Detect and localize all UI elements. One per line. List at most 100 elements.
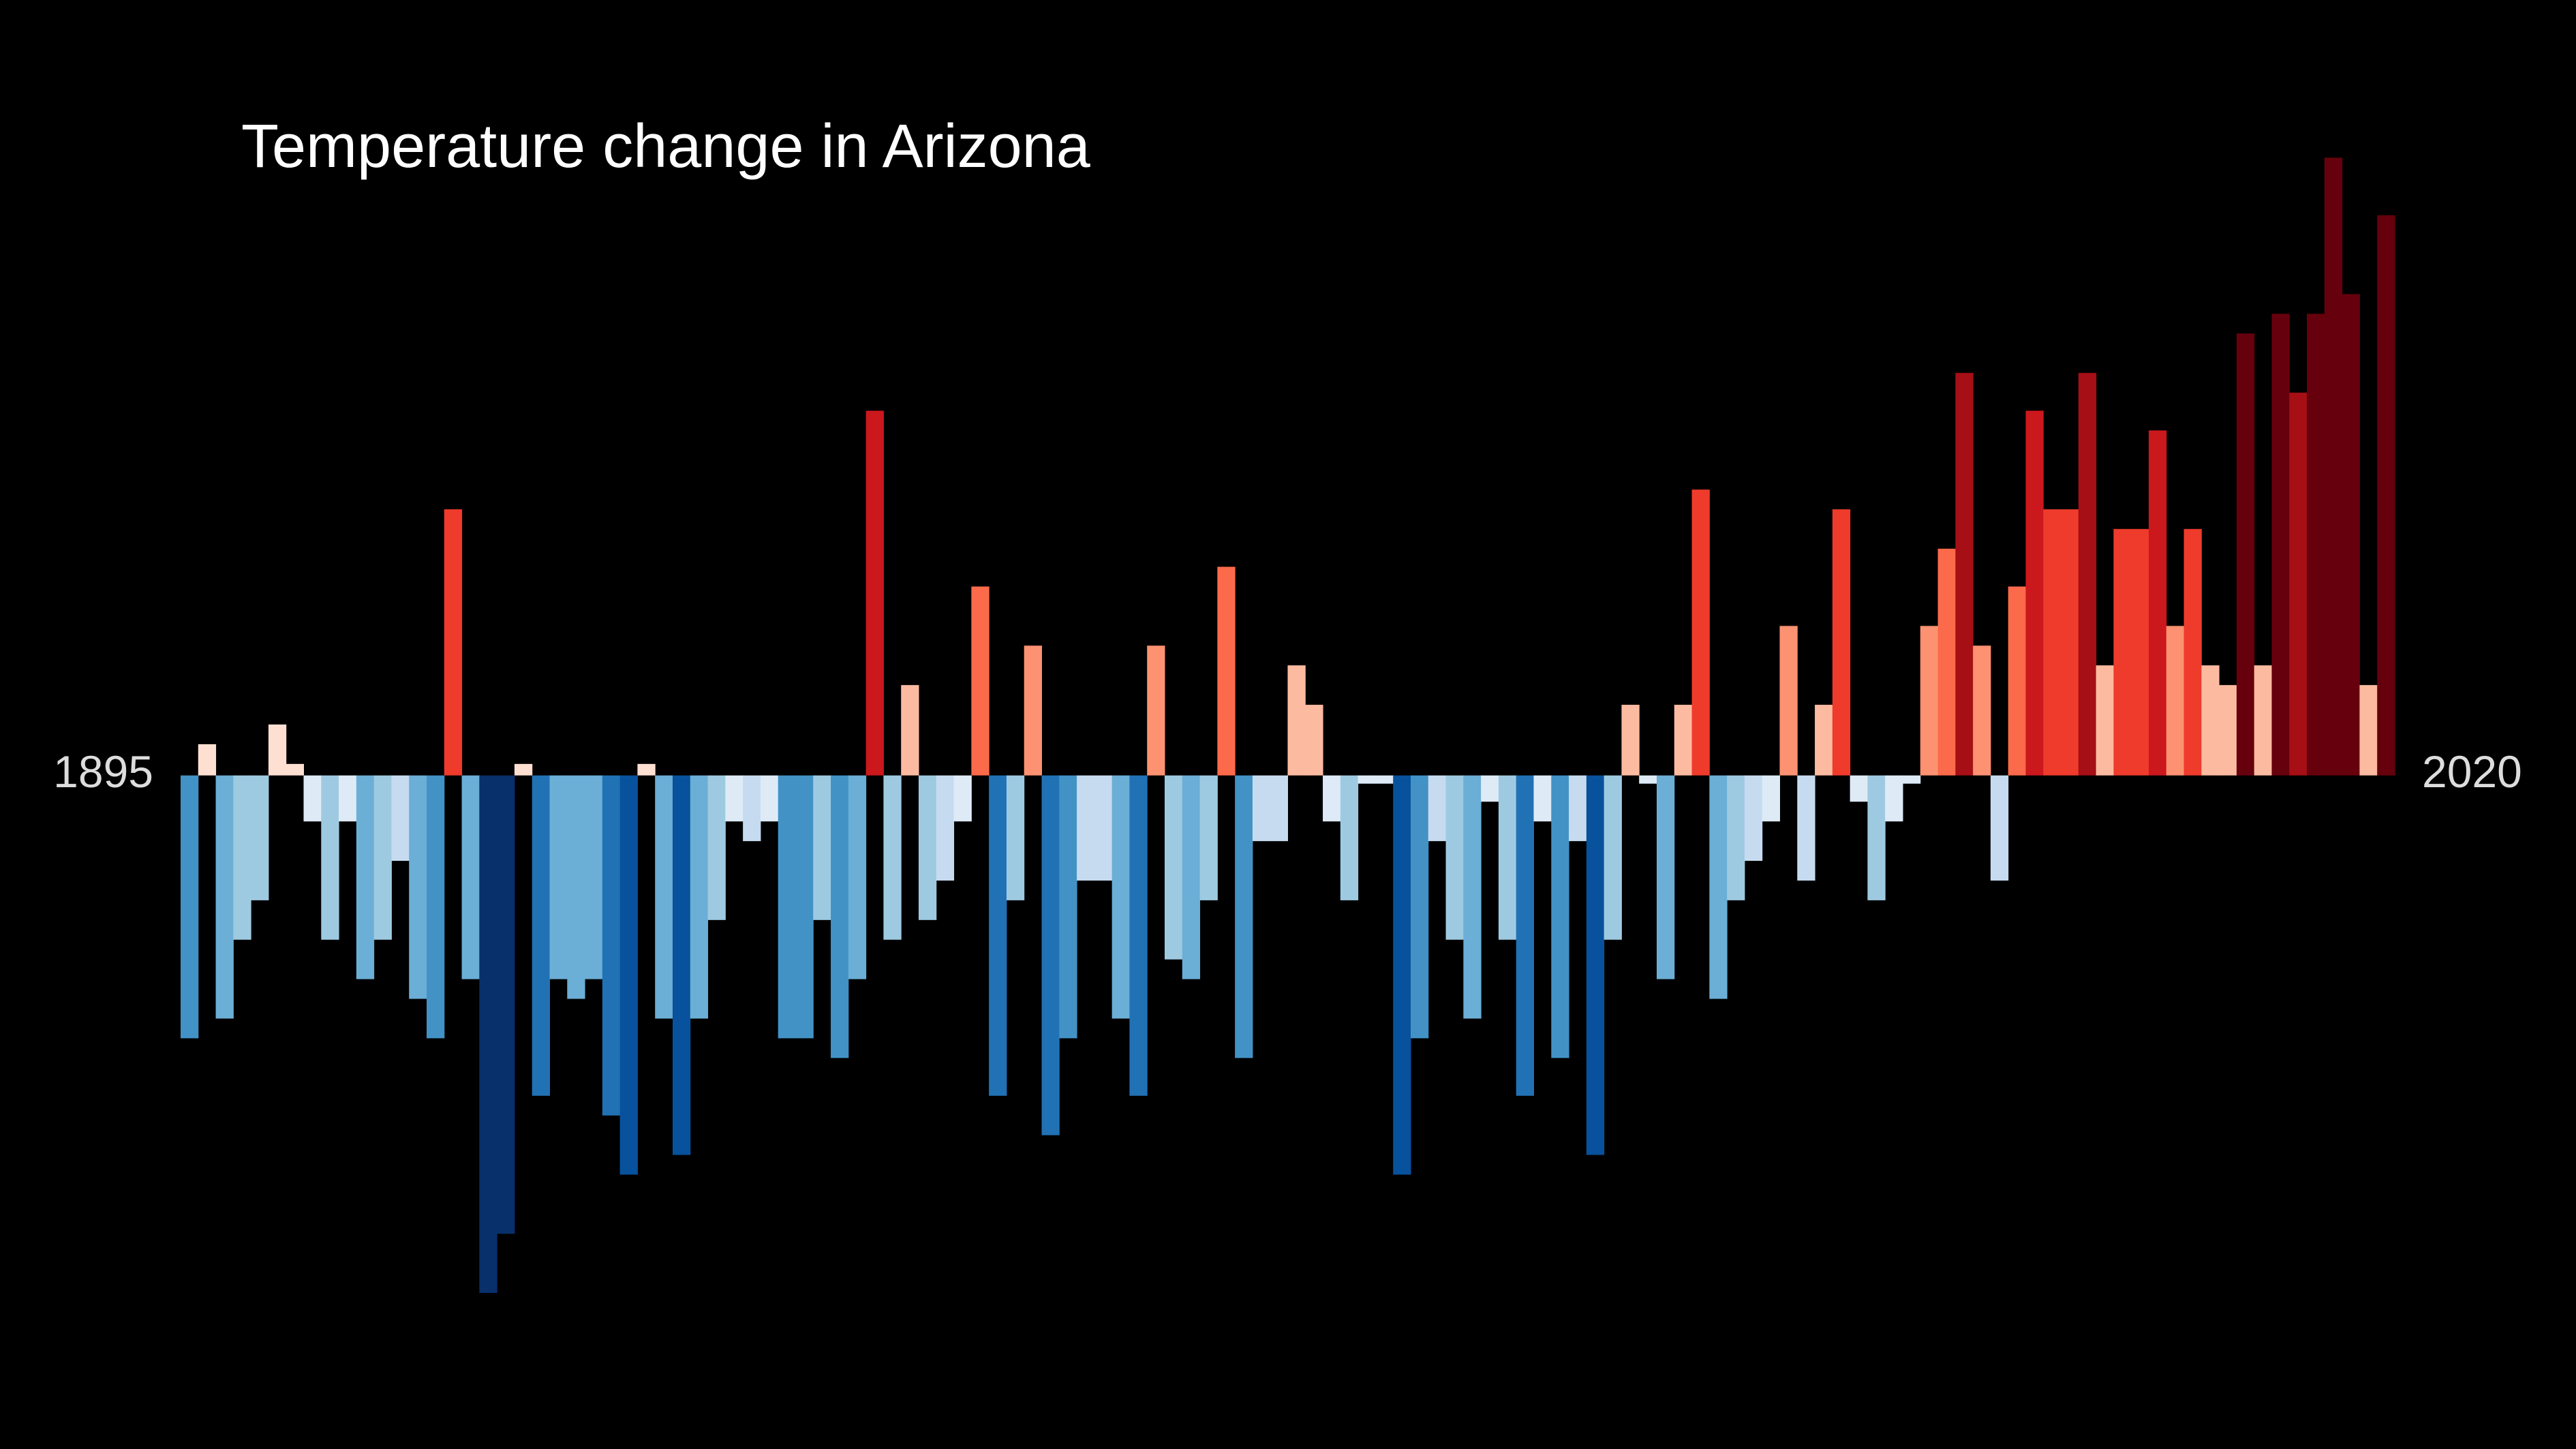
bar <box>2219 685 2237 776</box>
bar <box>883 775 902 940</box>
year-label: 1895 <box>53 746 153 797</box>
bar <box>1411 775 1429 1039</box>
bar <box>1147 645 1165 776</box>
bar <box>1815 705 1833 776</box>
bar <box>444 509 463 776</box>
bar <box>1937 549 1956 776</box>
bar <box>1709 775 1728 999</box>
bar <box>602 775 621 1116</box>
bar <box>919 775 937 920</box>
bar <box>1287 665 1306 776</box>
bar <box>760 775 779 822</box>
bar <box>303 775 322 822</box>
year-label: 2020 <box>2422 746 2522 797</box>
bar <box>1129 775 1148 1096</box>
bar <box>1182 775 1201 979</box>
bar <box>673 775 691 1155</box>
bar <box>461 775 480 979</box>
bar <box>953 775 972 822</box>
bar <box>1041 775 1060 1135</box>
bar <box>1393 775 1411 1175</box>
bar <box>1744 775 1763 861</box>
bar <box>1375 775 1394 784</box>
bar <box>1867 775 1886 900</box>
bar <box>2166 626 2185 776</box>
bar <box>549 775 568 979</box>
bar <box>514 763 533 776</box>
bar <box>1463 775 1482 1019</box>
bar <box>1586 775 1605 1155</box>
bar <box>215 775 234 1019</box>
bar <box>268 724 287 776</box>
bar <box>321 775 339 940</box>
bar <box>1727 775 1745 900</box>
bar <box>2307 314 2325 776</box>
bar <box>1217 566 1236 776</box>
bar <box>1498 775 1517 940</box>
bar <box>1024 645 1042 776</box>
bar <box>1973 645 1991 776</box>
bar <box>1621 705 1640 776</box>
bar <box>1516 775 1534 1096</box>
bar <box>1094 775 1113 881</box>
bar <box>1850 775 1868 802</box>
bar <box>1358 775 1376 784</box>
bar <box>1445 775 1464 940</box>
bar <box>1657 775 1675 979</box>
bar <box>1481 775 1499 802</box>
bar <box>1252 775 1271 842</box>
bar <box>813 775 831 920</box>
bar <box>1762 775 1780 822</box>
bar <box>1832 509 1851 776</box>
bar <box>286 763 304 776</box>
bar <box>567 775 585 999</box>
bar <box>1323 775 1341 822</box>
bar <box>2236 333 2255 776</box>
bar <box>2324 157 2343 776</box>
bar <box>2254 665 2272 776</box>
bar <box>971 586 990 776</box>
bar <box>251 775 269 900</box>
bar <box>743 775 761 842</box>
bar <box>831 775 849 1058</box>
bar <box>2113 529 2132 776</box>
bar <box>2271 314 2290 776</box>
bar <box>795 775 814 1039</box>
bar <box>1990 775 2009 881</box>
bar <box>409 775 427 999</box>
chart-title: Temperature change in Arizona <box>241 112 1091 181</box>
bar <box>585 775 603 979</box>
bar <box>2342 294 2360 776</box>
bar <box>1006 775 1025 900</box>
bar <box>497 775 515 1234</box>
bar <box>1779 626 1798 776</box>
bar <box>1955 373 1974 776</box>
bar <box>391 775 410 861</box>
bar <box>198 744 217 776</box>
bar <box>2096 665 2114 776</box>
bar <box>373 775 392 940</box>
bar <box>2043 509 2061 776</box>
bar <box>1199 775 1218 900</box>
bar <box>707 775 726 920</box>
bar <box>1340 775 1359 900</box>
bar <box>778 775 796 1039</box>
bar <box>1797 775 1815 881</box>
bar <box>1305 705 1323 776</box>
bar <box>1569 775 1587 842</box>
bar <box>339 775 357 822</box>
bar <box>1077 775 1095 881</box>
bar <box>2201 665 2220 776</box>
bar <box>356 775 375 979</box>
bar <box>1533 775 1552 822</box>
bar <box>848 775 867 979</box>
bar <box>619 775 638 1175</box>
bar <box>655 775 673 1019</box>
bar <box>1691 489 1710 776</box>
bar <box>2359 685 2378 776</box>
bar <box>181 775 199 1039</box>
bar <box>2377 215 2395 776</box>
bar <box>1165 775 1183 960</box>
bar <box>1235 775 1253 1058</box>
bar <box>1674 705 1693 776</box>
